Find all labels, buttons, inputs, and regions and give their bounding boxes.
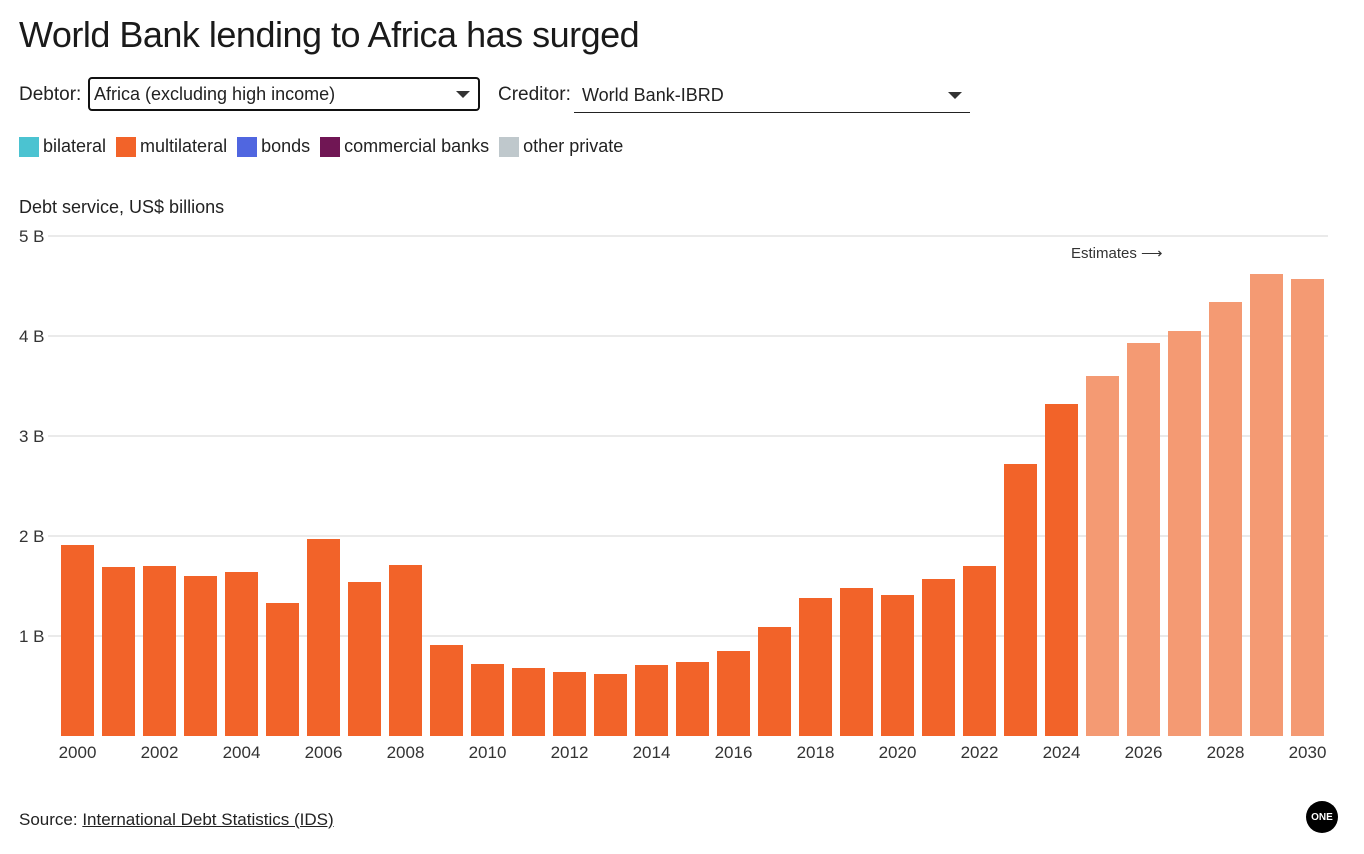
y-tick-label: 5 B [19,227,45,246]
source-prefix: Source: [19,810,78,829]
bar-2000 [61,545,94,736]
legend-item-other-private[interactable]: other private [499,136,623,157]
chevron-down-icon [456,91,470,98]
one-logo: ONE [1306,801,1338,833]
bar-2029 [1250,274,1283,736]
bar-2025 [1086,376,1119,736]
legend-label: commercial banks [344,136,490,156]
bar-2007 [348,582,381,736]
x-tick-label: 2024 [1043,743,1081,762]
legend-label: bonds [261,136,311,156]
legend-swatch [237,136,258,157]
bar-2003 [184,576,217,736]
x-tick-label: 2018 [797,743,835,762]
debtor-value: Africa (excluding high income) [94,83,336,104]
bar-2027 [1168,331,1201,736]
legend-item-commercial-banks[interactable]: commercial banks [320,136,489,157]
x-tick-label: 2002 [141,743,179,762]
x-tick-label: 2010 [469,743,507,762]
bar-2018 [799,598,832,736]
creditor-select[interactable]: World Bank-IBRD [574,78,970,113]
estimates-annotation: Estimates ⟶ [1071,245,1163,262]
bar-2028 [1209,302,1242,736]
legend-item-multilateral[interactable]: multilateral [116,136,227,157]
bar-2012 [553,672,586,736]
bar-2011 [512,668,545,736]
bar-2015 [676,662,709,736]
x-tick-label: 2006 [305,743,343,762]
chart-title: World Bank lending to Africa has surged [19,14,640,55]
y-tick-label: 3 B [19,427,45,446]
legend-item-bonds[interactable]: bonds [237,136,310,157]
bar-2017 [758,627,791,736]
bar-2002 [143,566,176,736]
bar-2030 [1291,279,1324,736]
bar-2008 [389,565,422,736]
bar-2005 [266,603,299,736]
bar-2006 [307,539,340,736]
legend-item-bilateral[interactable]: bilateral [19,136,106,157]
y-axis-title: Debt service, US$ billions [19,197,225,217]
legend-label: multilateral [140,136,228,156]
debtor-select[interactable]: Africa (excluding high income) [88,77,480,111]
legend-swatch [499,136,520,157]
bar-2024 [1045,404,1078,736]
bar-2020 [881,595,914,736]
y-tick-label: 4 B [19,327,45,346]
bar-2022 [963,566,996,736]
x-tick-label: 2014 [633,743,671,762]
bar-2016 [717,651,750,736]
bar-2019 [840,588,873,736]
x-tick-label: 2016 [715,743,753,762]
bar-chart: 1 B 2 B 3 B 4 B 5 B 2000 2002 2004 2006 2008 2010 2… [19,227,1328,762]
y-tick-label: 1 B [19,627,45,646]
x-tick-label: 2012 [551,743,589,762]
y-tick-label: 2 B [19,527,45,546]
x-tick-label: 2020 [879,743,917,762]
debtor-label: Debtor: [19,84,82,105]
creditor-value: World Bank-IBRD [582,84,724,105]
x-tick-label: 2008 [387,743,425,762]
source-link[interactable]: International Debt Statistics (IDS) [82,810,334,829]
legend-label: bilateral [43,136,107,156]
bar-2021 [922,579,955,736]
bar-2010 [471,664,504,736]
legend-swatch [19,136,39,157]
bar-2004 [225,572,258,736]
legend-swatch [116,136,137,157]
bar-2023 [1004,464,1037,736]
x-tick-label: 2030 [1289,743,1327,762]
x-tick-label: 2004 [223,743,261,762]
x-tick-label: 2000 [59,743,97,762]
legend-swatch [320,136,341,157]
legend-label: other private [523,136,624,156]
x-tick-label: 2022 [961,743,999,762]
bar-2014 [635,665,668,736]
x-tick-label: 2026 [1125,743,1163,762]
bar-2001 [102,567,135,736]
bar-2026 [1127,343,1160,736]
creditor-label: Creditor: [498,84,571,105]
chevron-down-icon [948,92,962,99]
bar-2013 [594,674,627,736]
source-note: Source: International Debt Statistics (I… [19,810,334,830]
x-tick-label: 2028 [1207,743,1245,762]
bar-2009 [430,645,463,736]
legend: bilateral multilateral bonds commercial … [19,136,623,157]
